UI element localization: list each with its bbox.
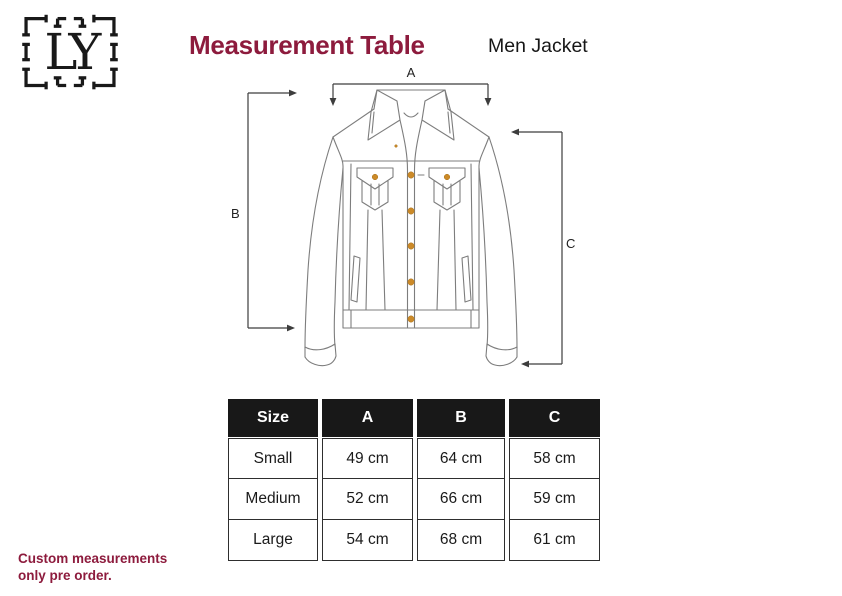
size-cell-small: Small [228,438,318,479]
measure-c: C [511,128,575,368]
c-cell-medium: 59 cm [509,479,600,520]
logo-monogram-text: LY [44,23,102,81]
column-header-b: B [417,399,505,437]
b-cell-small: 64 cm [417,438,505,479]
measure-c-label: C [566,236,575,251]
size-table: Size Small Medium Large A 49 cm 52 cm 54… [228,399,600,561]
page-title: Measurement Table [189,30,425,60]
logo-ornamental-frame [22,14,118,90]
jacket-drawing [304,89,518,367]
measure-a-label: A [407,65,416,80]
brand-logo: LY [22,14,118,90]
jacket-measurement-diagram: A B C [231,65,575,368]
size-cell-large: Large [228,520,318,561]
custom-measurements-note: Custom measurements only pre order. [18,551,167,585]
product-name: Men Jacket [488,35,588,57]
measure-a: A [329,65,492,106]
a-cell-small: 49 cm [322,438,413,479]
column-header-c: C [509,399,600,437]
size-cell-medium: Medium [228,479,318,520]
c-cell-small: 58 cm [509,438,600,479]
size-table-column-size: Size Small Medium Large [228,399,318,561]
c-cell-large: 61 cm [509,520,600,561]
column-header-size: Size [228,399,318,437]
note-line-1: Custom measurements [18,551,168,566]
b-cell-large: 68 cm [417,520,505,561]
column-header-a: A [322,399,413,437]
b-cell-medium: 66 cm [417,479,505,520]
measure-b-label: B [231,206,240,221]
measure-b: B [231,89,297,332]
a-cell-large: 54 cm [322,520,413,561]
a-cell-medium: 52 cm [322,479,413,520]
note-line-2: only pre order. [18,567,112,583]
jacket-buttons [371,144,451,323]
size-table-column-b: B 64 cm 66 cm 68 cm [417,399,505,561]
size-table-column-a: A 49 cm 52 cm 54 cm [322,399,413,561]
size-table-column-c: C 58 cm 59 cm 61 cm [509,399,600,561]
